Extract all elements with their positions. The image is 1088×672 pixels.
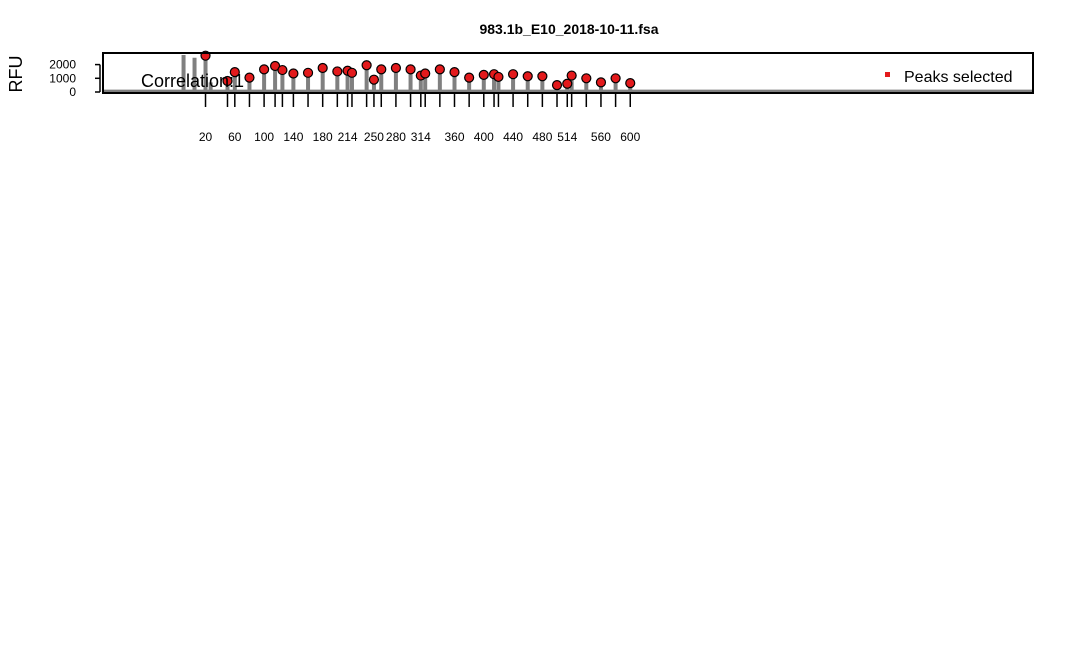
selected-peak-marker — [625, 77, 636, 89]
selected-peak-marker — [537, 71, 548, 82]
selected-peak-marker — [244, 72, 255, 83]
selected-peak-marker — [449, 67, 460, 78]
selected-peak-marker — [581, 73, 592, 84]
selected-peak-marker — [259, 64, 270, 75]
x-tick-label: 440 — [503, 130, 523, 144]
data-layer — [103, 50, 1033, 93]
selected-peak-marker — [405, 64, 416, 75]
selected-peak-marker — [522, 71, 533, 82]
x-tick-label: 214 — [338, 130, 358, 144]
y-tick-label: 2000 — [49, 58, 76, 72]
selected-peak-marker — [610, 73, 621, 84]
selected-peak-marker — [222, 75, 233, 87]
y-tick-label: 1000 — [49, 71, 76, 85]
selected-peak-marker — [390, 62, 402, 74]
selected-peak-marker — [420, 68, 431, 79]
chart-title: 983.1b_E10_2018-10-11.fsa — [479, 21, 658, 37]
x-tick-label: 480 — [532, 130, 552, 144]
selected-peak-marker — [376, 64, 387, 75]
selected-peak-marker — [566, 70, 577, 81]
y-tick-label: 0 — [69, 85, 76, 99]
legend-label: Peaks selected — [904, 69, 1013, 86]
legend-marker — [885, 72, 890, 77]
selected-peak-marker — [302, 67, 314, 78]
x-tick-label: 600 — [620, 130, 640, 144]
selected-peak-marker — [595, 77, 607, 88]
x-tick-label: 360 — [444, 130, 464, 144]
selected-peak-marker — [434, 64, 445, 75]
selected-peak-marker — [277, 64, 288, 76]
selected-peak-marker — [332, 66, 343, 77]
selected-peak-marker — [229, 67, 240, 78]
x-tick-label: 250 — [364, 130, 384, 144]
selected-peak-marker — [562, 78, 573, 89]
selected-peak-marker — [478, 69, 489, 80]
x-tick-label: 140 — [283, 130, 303, 144]
legend: Peaks selected — [885, 69, 1013, 86]
selected-peak-marker — [361, 60, 372, 71]
x-tick-label: 20 — [199, 130, 213, 144]
x-tick-label: 514 — [557, 130, 577, 144]
x-tick-label: 280 — [386, 130, 406, 144]
selected-peak-marker — [464, 72, 475, 83]
selected-peak-marker — [368, 74, 380, 85]
x-tick-label: 560 — [591, 130, 611, 144]
selected-peak-marker — [317, 62, 328, 74]
selected-peak-marker — [346, 67, 358, 78]
selected-peak-marker — [507, 69, 519, 80]
x-tick-label: 180 — [313, 130, 333, 144]
plot-border — [102, 52, 1034, 94]
selected-peak-marker — [493, 71, 504, 83]
selected-peak-marker — [551, 80, 563, 91]
x-tick-label: 400 — [474, 130, 494, 144]
x-tick-label: 60 — [228, 130, 242, 144]
y-axis-label: RFU — [6, 56, 26, 93]
correlation-annotation: Correlation:1 — [141, 71, 244, 91]
x-tick-label: 100 — [254, 130, 274, 144]
selected-peak-marker — [288, 68, 299, 79]
x-tick-label: 314 — [411, 130, 431, 144]
